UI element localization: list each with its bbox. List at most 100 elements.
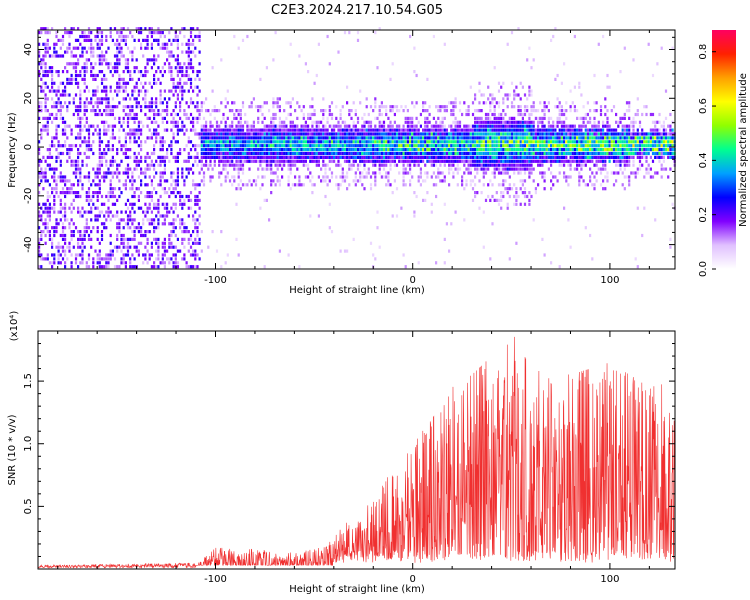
spectrogram-cell bbox=[487, 151, 490, 156]
spectrogram-cell bbox=[315, 124, 318, 128]
spectrogram-cell bbox=[133, 140, 136, 144]
spectrogram-cell bbox=[426, 175, 429, 179]
spectrogram-cell bbox=[513, 151, 516, 156]
spectrogram-cell bbox=[367, 112, 370, 117]
spectrogram-cell bbox=[61, 151, 65, 156]
spectrogram-cell bbox=[161, 42, 164, 46]
spectrogram-cell bbox=[478, 136, 481, 140]
spectrogram-cell bbox=[183, 132, 186, 136]
spectrogram-cell bbox=[140, 73, 143, 78]
spectrogram-cell bbox=[283, 155, 286, 159]
spectrogram-cell bbox=[550, 132, 553, 136]
spectrogram-cell bbox=[573, 124, 576, 128]
spectrogram-cell bbox=[515, 202, 518, 206]
spectrogram-cell bbox=[576, 128, 579, 132]
spectrogram-cell bbox=[369, 148, 373, 152]
spectrogram-cell bbox=[422, 155, 425, 159]
spectrogram-cell bbox=[174, 194, 177, 199]
spectrogram-cell bbox=[432, 163, 435, 167]
spectrogram-cell bbox=[189, 120, 193, 124]
spectrogram-cell bbox=[372, 144, 375, 148]
spectrogram-cell bbox=[560, 163, 563, 167]
spectrogram-cell bbox=[137, 70, 140, 74]
spectrogram-cell bbox=[90, 183, 93, 187]
spectrogram-cell bbox=[228, 128, 232, 132]
spectrogram-cell bbox=[100, 222, 104, 226]
spectrogram-cell bbox=[456, 155, 459, 159]
spectrogram-cell bbox=[51, 265, 54, 269]
spectrogram-cell bbox=[539, 140, 542, 144]
spectrogram-cell bbox=[547, 136, 550, 140]
spectrogram-cell bbox=[491, 222, 494, 226]
spectrogram-cell bbox=[90, 46, 93, 50]
spectrogram-cell bbox=[98, 62, 101, 66]
spectrogram-cell bbox=[443, 109, 446, 113]
spectrogram-cell bbox=[558, 151, 561, 156]
spectrogram-cell bbox=[235, 148, 238, 152]
spectrogram-cell bbox=[244, 151, 247, 156]
spectrogram-cell bbox=[322, 97, 325, 101]
spectrogram-cell bbox=[226, 89, 229, 93]
spectrogram-cell bbox=[116, 171, 119, 175]
spectrogram-cell bbox=[170, 112, 173, 117]
spectrogram-cell bbox=[348, 140, 351, 144]
spectrogram-cell bbox=[118, 50, 121, 54]
spectrogram-cell bbox=[133, 132, 136, 136]
spectrogram-cell bbox=[474, 148, 477, 152]
spectrogram-cell bbox=[326, 183, 329, 187]
spectrogram-cell bbox=[40, 31, 43, 35]
spectrogram-cell bbox=[339, 136, 342, 140]
spectrogram-cell bbox=[465, 136, 468, 140]
spectrogram-cell bbox=[493, 120, 496, 124]
spectrogram-cell bbox=[202, 151, 206, 156]
spectrogram-cell bbox=[109, 210, 112, 214]
spectrogram-cell bbox=[602, 120, 605, 124]
spectrogram-cell bbox=[343, 148, 347, 152]
spectrogram-cell bbox=[85, 198, 88, 202]
spectrogram-cell bbox=[181, 171, 184, 175]
spectrogram-cell bbox=[515, 128, 518, 132]
spectrogram-cell bbox=[140, 109, 143, 113]
spectrogram-cell bbox=[131, 89, 134, 93]
spectrogram-cell bbox=[604, 112, 607, 117]
spectrogram-cell bbox=[90, 206, 93, 210]
spectrogram-cell bbox=[304, 175, 307, 179]
spectrogram-cell bbox=[413, 136, 416, 140]
spectrogram-cell bbox=[140, 191, 143, 195]
spectrogram-cell bbox=[304, 155, 307, 159]
spectrogram-cell bbox=[526, 120, 529, 124]
spectrogram-cell bbox=[241, 105, 245, 109]
spectrogram-cell bbox=[66, 81, 69, 85]
spectrogram-cell bbox=[120, 148, 123, 152]
spectrogram-cell bbox=[374, 257, 377, 261]
spectrogram-cell bbox=[523, 151, 527, 156]
spectrogram-cell bbox=[374, 140, 377, 144]
spectrogram-cell bbox=[343, 120, 347, 124]
spectrogram-cell bbox=[504, 128, 507, 132]
spectrogram-cell bbox=[458, 132, 462, 136]
spectrogram-cell bbox=[64, 124, 67, 128]
spectrogram-cell bbox=[44, 31, 47, 35]
spectrogram-cell bbox=[450, 124, 453, 128]
spectrogram-cell bbox=[272, 58, 275, 62]
spectrogram-cell bbox=[508, 93, 511, 97]
spectrogram-cell bbox=[296, 136, 299, 140]
spectrogram-cell bbox=[356, 167, 360, 171]
spectrogram-cell bbox=[61, 120, 65, 124]
spectrogram-cell bbox=[580, 175, 583, 179]
spectrogram-cell bbox=[322, 179, 325, 183]
spectrogram-cell bbox=[265, 159, 268, 163]
spectrogram-cell bbox=[341, 155, 344, 159]
spectrogram-cell bbox=[419, 136, 422, 140]
spectrogram-cell bbox=[382, 120, 386, 124]
spectrogram-cell bbox=[521, 120, 524, 124]
spectrogram-cell bbox=[239, 112, 242, 117]
spectrogram-cell bbox=[426, 116, 429, 120]
spectrogram-cell bbox=[185, 70, 188, 74]
spectrogram-cell bbox=[519, 128, 522, 132]
spectrogram-cell bbox=[116, 70, 119, 74]
spectrogram-cell bbox=[454, 140, 457, 144]
spectrogram-cell bbox=[96, 27, 99, 31]
spectrogram-cell bbox=[44, 167, 47, 171]
spectrogram-cell bbox=[309, 155, 312, 159]
